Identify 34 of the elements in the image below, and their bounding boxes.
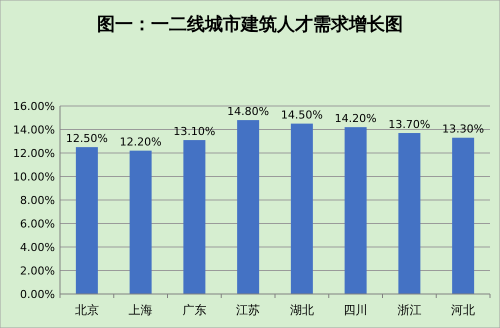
y-tick-label: 12.00% [13,147,55,160]
bar [237,120,260,294]
y-tick-label: 4.00% [20,241,55,254]
bar [452,138,474,294]
bar [76,147,98,294]
chart-title: 图一：一二线城市建筑人才需求增长图 [97,14,403,35]
data-label: 13.70% [388,118,430,132]
data-label: 12.50% [66,132,108,146]
x-tick-label: 北京 [74,303,99,317]
data-label: 14.50% [280,108,323,122]
x-tick-label: 江苏 [236,303,260,317]
y-tick-label: 6.00% [20,218,55,230]
x-tick-label: 浙江 [397,303,422,317]
data-label: 12.20% [120,136,162,149]
bar [290,124,313,294]
bar [344,127,367,294]
data-label: 13.30% [442,122,484,136]
y-tick-label: 0.00% [20,288,55,301]
data-label: 14.20% [334,112,377,126]
y-tick-label: 10.00% [13,170,55,184]
x-tick-label: 河北 [451,303,476,317]
bar [130,150,152,294]
y-tick-label: 2.00% [20,264,55,278]
y-tick-label: 14.00% [13,124,55,136]
x-tick-label: 四川 [344,303,368,317]
x-tick-label: 广东 [182,303,206,317]
data-label: 13.10% [173,125,216,138]
x-tick-label: 上海 [128,303,153,317]
bar [183,140,206,294]
bar [398,133,420,294]
y-tick-label: 16.00% [13,100,55,113]
x-tick-label: 湖北 [290,303,314,317]
data-label: 14.80% [227,105,270,118]
y-tick-label: 8.00% [20,194,55,207]
